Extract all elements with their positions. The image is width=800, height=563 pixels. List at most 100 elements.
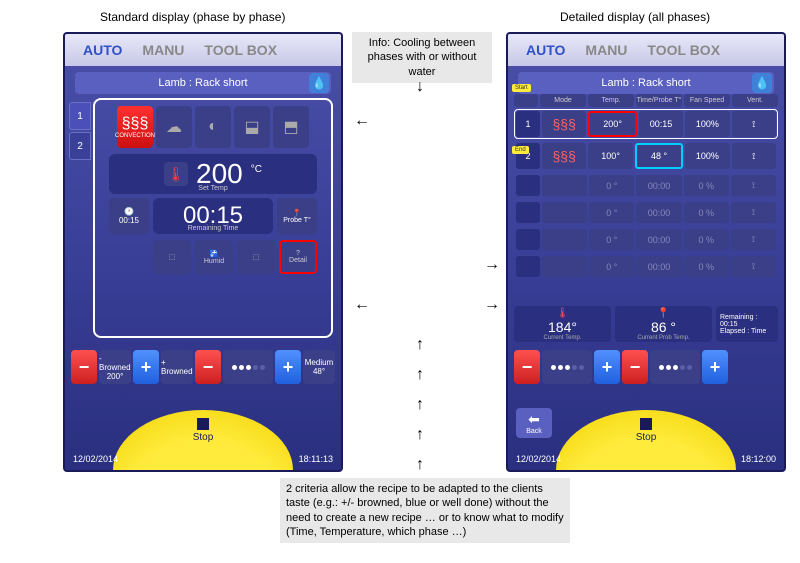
table-cell: §§§ bbox=[542, 143, 586, 169]
adjust-bar: − - Browned200° + + Browned − + Medium48… bbox=[71, 350, 335, 384]
table-cell: ⟟ bbox=[731, 202, 776, 223]
detail-button[interactable]: ?Detail bbox=[279, 240, 317, 274]
stop-label: Stop bbox=[193, 432, 214, 443]
mode-btn[interactable]: ◐ bbox=[195, 106, 231, 148]
table-cell: 0 % bbox=[684, 202, 729, 223]
table-header: Mode Temp. Time/Probe T° Fan Speed Vent. bbox=[514, 94, 778, 107]
tab-manu[interactable]: MANU bbox=[132, 38, 194, 62]
minus-button[interactable]: − bbox=[514, 350, 540, 384]
adj-rare: Medium48° bbox=[303, 350, 335, 384]
table-cell bbox=[542, 202, 587, 223]
col-temp: Temp. bbox=[588, 94, 634, 107]
temp-display[interactable]: 🌡 200 °C Set Temp bbox=[109, 154, 317, 194]
table-cell: 1 bbox=[516, 111, 540, 137]
plus-button[interactable]: + bbox=[275, 350, 301, 384]
tab-auto[interactable]: AUTO bbox=[516, 38, 575, 62]
plus-button[interactable]: + bbox=[133, 350, 159, 384]
icon: ⬚ bbox=[253, 253, 260, 261]
table-cell: ⟟ bbox=[731, 256, 776, 277]
mode-btn[interactable]: ☁ bbox=[156, 106, 192, 148]
minus-button[interactable]: − bbox=[71, 350, 97, 384]
table-cell: ⟟ bbox=[731, 175, 776, 196]
left-title: Standard display (phase by phase) bbox=[100, 10, 285, 24]
table-cell: ⟟ bbox=[732, 143, 776, 169]
table-cell: ⟟ bbox=[731, 229, 776, 250]
stop-button[interactable]: Stop … IN PROGRI bbox=[556, 410, 736, 472]
mode-row: §§§CONVECTION ☁ ◐ ⬓ ⬒ bbox=[101, 106, 325, 148]
table-cell: 200° bbox=[588, 111, 636, 137]
time-display[interactable]: 00:15 Remaining Time bbox=[153, 198, 273, 234]
col-n bbox=[514, 94, 538, 107]
table-cell: 00:00 bbox=[636, 175, 681, 196]
detailed-screen: AUTO MANU TOOL BOX Lamb : Rack short 💧 S… bbox=[506, 32, 786, 472]
phase-tabs: 1 2 bbox=[69, 102, 91, 160]
table-row[interactable]: 2§§§100°48 °100%⟟ bbox=[514, 141, 778, 171]
humid-button[interactable]: 🚰Humid bbox=[195, 240, 233, 274]
table-cell: 00:00 bbox=[636, 256, 681, 277]
anno-criteria: 2 criteria allow the recipe to be adapte… bbox=[280, 478, 570, 543]
adj-browned: - Browned200° bbox=[99, 350, 131, 384]
mode-convection[interactable]: §§§CONVECTION bbox=[117, 106, 153, 148]
table-row[interactable]: 0 °00:000 %⟟ bbox=[514, 254, 778, 279]
plus-button[interactable]: + bbox=[702, 350, 728, 384]
recipe-name: Lamb : Rack short bbox=[158, 77, 247, 89]
water-drop-icon[interactable]: 💧 bbox=[309, 73, 329, 93]
table-cell: 0 % bbox=[684, 229, 729, 250]
table-row[interactable]: 0 °00:000 %⟟ bbox=[514, 227, 778, 252]
water-drop-icon[interactable]: 💧 bbox=[752, 73, 772, 93]
stop-button[interactable]: Stop … IN PROGRE bbox=[113, 410, 293, 472]
mode-btn[interactable]: ⬓ bbox=[234, 106, 270, 148]
current-temp: 🌡184°Current Temp. bbox=[514, 306, 611, 342]
faucet-icon: 🚰 bbox=[210, 250, 219, 258]
table-row[interactable]: 1§§§200°00:15100%⟟ bbox=[514, 109, 778, 139]
table-cell: 48 ° bbox=[635, 143, 683, 169]
col-mode: Mode bbox=[540, 94, 586, 107]
mode-icon: ⬓ bbox=[244, 117, 259, 137]
arrow-up-icon: ↑ bbox=[416, 336, 424, 354]
stop-label: Stop bbox=[636, 432, 657, 443]
end-tag: End bbox=[512, 146, 529, 154]
tab-manu[interactable]: MANU bbox=[575, 38, 637, 62]
adj-browned2: + Browned bbox=[161, 350, 193, 384]
recipe-bar[interactable]: Lamb : Rack short 💧 bbox=[75, 72, 331, 94]
mode-btn[interactable]: ⬒ bbox=[273, 106, 309, 148]
date: 12/02/2014 bbox=[516, 454, 561, 464]
minus-button[interactable]: − bbox=[195, 350, 221, 384]
table-row[interactable]: 0 °00:000 %⟟ bbox=[514, 200, 778, 225]
table-cell bbox=[516, 229, 540, 250]
recipe-bar[interactable]: Lamb : Rack short 💧 bbox=[518, 72, 774, 94]
btn-generic[interactable]: ⬚ bbox=[153, 240, 191, 274]
table-cell: §§§ bbox=[542, 111, 586, 137]
table-cell: 100° bbox=[588, 143, 632, 169]
phase-tab-1[interactable]: 1 bbox=[69, 102, 91, 130]
table-cell bbox=[516, 202, 540, 223]
tab-toolbox[interactable]: TOOL BOX bbox=[194, 38, 287, 62]
time-row: 🕐00:15 00:15 Remaining Time 📍Probe T° bbox=[109, 198, 317, 234]
arrow-left-icon: ← bbox=[354, 296, 370, 314]
probe-button[interactable]: 📍Probe T° bbox=[277, 198, 317, 234]
status-row: 🌡184°Current Temp. 📍86 °Current Prob Tem… bbox=[514, 306, 778, 342]
table-cell: 0 ° bbox=[589, 229, 634, 250]
phase-tab-2[interactable]: 2 bbox=[69, 132, 91, 160]
temp-unit: °C bbox=[251, 164, 262, 175]
dots-indicator bbox=[223, 350, 273, 384]
table-cell bbox=[542, 229, 587, 250]
minus-button[interactable]: − bbox=[622, 350, 648, 384]
tab-auto[interactable]: AUTO bbox=[73, 38, 132, 62]
current-probe: 📍86 °Current Prob Temp. bbox=[615, 306, 712, 342]
col-time: Time/Probe T° bbox=[636, 94, 682, 107]
time-small[interactable]: 🕐00:15 bbox=[109, 198, 149, 234]
btn-generic[interactable]: ⬚ bbox=[237, 240, 275, 274]
arrow-right-icon: → bbox=[484, 296, 500, 314]
table-cell: 00:00 bbox=[636, 202, 681, 223]
table-cell: 00:00 bbox=[636, 229, 681, 250]
anno-cooling: Info: Cooling between phases with or wit… bbox=[352, 32, 492, 83]
tab-toolbox[interactable]: TOOL BOX bbox=[637, 38, 730, 62]
icon: ⬚ bbox=[169, 253, 176, 261]
clock: 18:12:00 bbox=[741, 454, 776, 464]
stop-icon bbox=[640, 418, 652, 430]
plus-button[interactable]: + bbox=[594, 350, 620, 384]
table-row[interactable]: 0 °00:000 %⟟ bbox=[514, 173, 778, 198]
probe-icon: 📍 bbox=[293, 209, 302, 217]
table-cell bbox=[542, 256, 587, 277]
